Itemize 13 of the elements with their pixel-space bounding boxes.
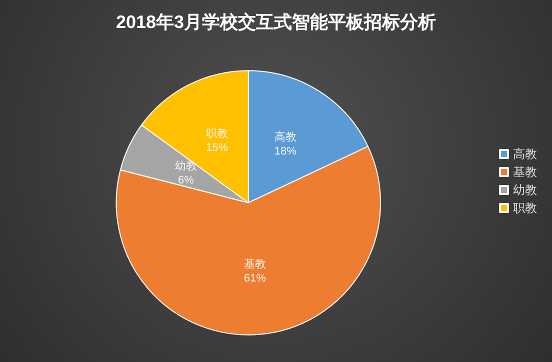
- slice-label: 职教: [206, 128, 228, 140]
- legend-label: 职教: [513, 201, 537, 215]
- data-label: 18%: [274, 145, 297, 158]
- slice-label: 基教: [244, 257, 266, 270]
- slice-label: 高教: [274, 130, 296, 144]
- chart-title: 2018年3月学校交互式智能平板招标分析: [116, 12, 436, 32]
- legend-label: 幼教: [513, 183, 537, 197]
- data-label: 15%: [206, 142, 228, 154]
- legend-label: 高教: [513, 147, 537, 161]
- data-label: 6%: [178, 174, 194, 186]
- slice-label: 幼教: [174, 159, 197, 172]
- legend-label: 基教: [513, 165, 537, 179]
- data-label: 61%: [244, 272, 266, 284]
